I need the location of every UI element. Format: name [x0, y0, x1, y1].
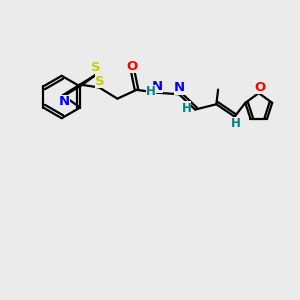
Text: S: S: [95, 74, 105, 88]
Text: N: N: [59, 95, 70, 108]
Text: O: O: [126, 60, 137, 73]
Text: H: H: [182, 102, 191, 115]
Text: H: H: [231, 118, 241, 130]
Text: N: N: [152, 80, 163, 93]
Text: O: O: [254, 81, 265, 94]
Text: H: H: [146, 85, 156, 98]
Text: S: S: [91, 61, 100, 74]
Text: N: N: [174, 81, 185, 94]
